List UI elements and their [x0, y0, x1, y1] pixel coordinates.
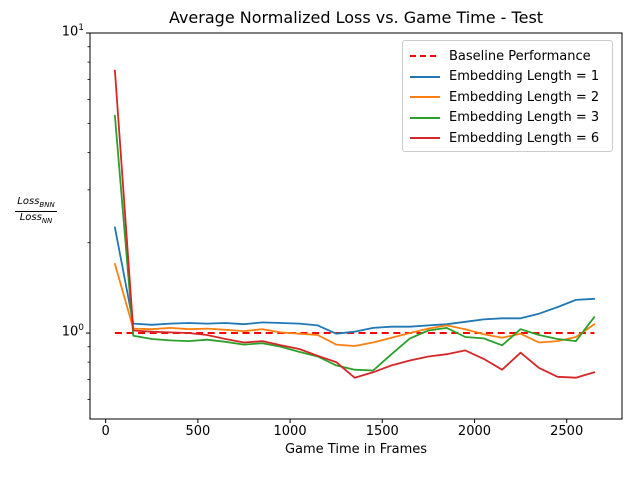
x-tick-label: 2500 — [550, 424, 584, 439]
y-tick-label: 101 — [61, 23, 84, 40]
y-tick-label: 100 — [61, 323, 84, 340]
y-axis-label: LossBNN LossNN — [12, 196, 60, 226]
series-line-1 — [114, 226, 596, 335]
x-tick-label: 1500 — [365, 424, 399, 439]
legend-item: Embedding Length = 6 — [410, 128, 612, 149]
legend-item: Baseline Performance — [410, 46, 612, 67]
legend-item-label: Baseline Performance — [449, 48, 591, 64]
legend: Baseline Performance Embedding Length = 1… — [402, 40, 613, 152]
legend-item-label: Embedding Length = 2 — [449, 89, 600, 105]
legend-item-label: Embedding Length = 6 — [449, 130, 600, 146]
axes-spines — [89, 32, 623, 420]
x-tick-label: 500 — [185, 424, 211, 439]
legend-line-sample — [410, 96, 440, 99]
y-label-denominator: LossNN — [19, 211, 53, 225]
legend-line-sample — [410, 137, 440, 140]
series-line-4 — [114, 69, 596, 379]
legend-item-label: Embedding Length = 1 — [449, 69, 600, 85]
chart-title: Average Normalized Loss vs. Game Time - … — [168, 8, 544, 27]
legend-item: Embedding Length = 2 — [410, 87, 612, 108]
x-tick-label: 2000 — [457, 424, 492, 439]
legend-item: Embedding Length = 3 — [410, 108, 612, 129]
legend-line-sample — [410, 55, 440, 58]
legend-item: Embedding Length = 1 — [410, 67, 612, 88]
legend-line-sample — [410, 116, 440, 119]
x-tick-label: 0 — [101, 424, 110, 439]
y-label-numerator: LossBNN — [15, 196, 57, 212]
legend-line-sample — [410, 75, 440, 78]
series-line-3 — [114, 114, 596, 372]
x-tick-label: 1000 — [273, 424, 307, 439]
legend-item-label: Embedding Length = 3 — [449, 110, 600, 126]
x-axis-label: Game Time in Frames — [284, 442, 428, 457]
